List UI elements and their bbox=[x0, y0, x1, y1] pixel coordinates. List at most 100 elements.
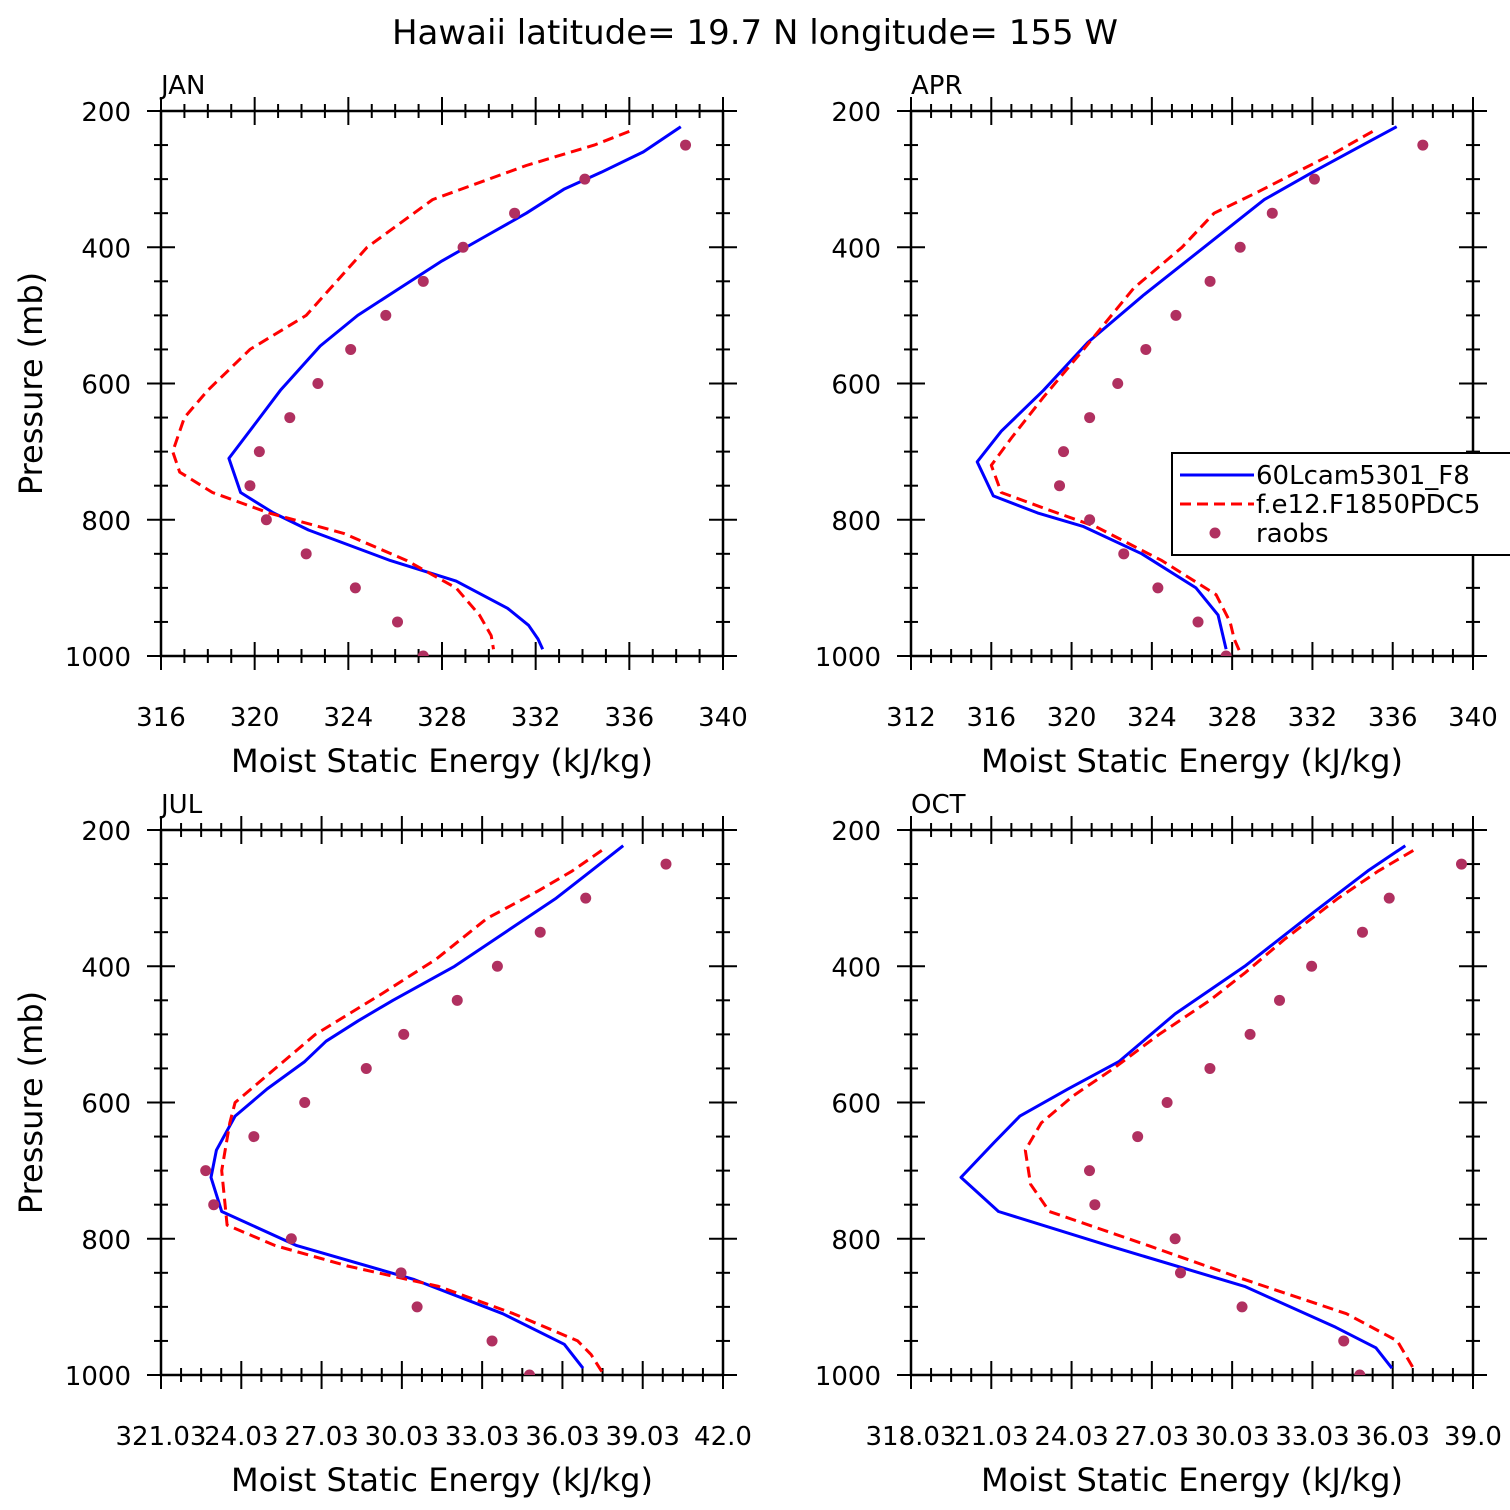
x-tick-label: 39.0 bbox=[1444, 1422, 1502, 1452]
y-tick-label: 200 bbox=[831, 817, 881, 847]
raobs-point bbox=[1204, 275, 1216, 287]
raobs-point bbox=[1220, 650, 1232, 656]
raobs-point bbox=[1089, 1199, 1101, 1211]
y-tick-label: 800 bbox=[81, 1226, 131, 1256]
plot-area bbox=[171, 125, 692, 656]
raobs-point bbox=[248, 1131, 260, 1143]
model1-line bbox=[975, 125, 1398, 650]
raobs-point bbox=[1244, 1028, 1256, 1040]
legend-marker bbox=[1209, 527, 1221, 539]
x-tick-label: 324 bbox=[324, 703, 374, 733]
x-tick-label: 340 bbox=[698, 703, 748, 733]
raobs-point bbox=[1266, 207, 1278, 219]
y-tick-label: 400 bbox=[831, 953, 881, 983]
x-tick-label: 30.03 bbox=[1195, 1422, 1269, 1452]
x-tick-label: 340 bbox=[1448, 703, 1498, 733]
raobs-point bbox=[660, 858, 672, 870]
y-tick-label: 200 bbox=[831, 98, 881, 128]
y-tick-label: 400 bbox=[831, 234, 881, 264]
raobs-point bbox=[1383, 892, 1395, 904]
raobs-point bbox=[1084, 1165, 1096, 1177]
x-tick-label: 318.03 bbox=[866, 1422, 957, 1452]
legend-label: raobs bbox=[1256, 519, 1329, 549]
model1-line bbox=[209, 844, 625, 1370]
raobs-point bbox=[411, 1301, 423, 1313]
plot-area bbox=[975, 125, 1429, 656]
x-tick-label: 30.03 bbox=[365, 1422, 439, 1452]
x-tick-label: 24.03 bbox=[1034, 1422, 1108, 1452]
raobs-point bbox=[1204, 1062, 1216, 1074]
x-axis-label: Moist Static Energy (kJ/kg) bbox=[981, 742, 1403, 780]
x-tick-label: 316 bbox=[966, 703, 1016, 733]
x-tick-label: 320 bbox=[1047, 703, 1097, 733]
y-tick-label: 800 bbox=[831, 507, 881, 537]
y-tick-label: 600 bbox=[831, 1090, 881, 1120]
raobs-point bbox=[1054, 480, 1066, 492]
raobs-point bbox=[1308, 173, 1320, 185]
raobs-point bbox=[345, 343, 357, 355]
raobs-point bbox=[1169, 1233, 1181, 1245]
raobs-point bbox=[1174, 1267, 1186, 1279]
panel-label: OCT bbox=[911, 790, 966, 820]
panel-label: JUL bbox=[159, 790, 203, 820]
raobs-point bbox=[1234, 241, 1246, 253]
raobs-point bbox=[1112, 378, 1124, 389]
raobs-point bbox=[1338, 1335, 1350, 1347]
raobs-point bbox=[417, 650, 429, 656]
raobs-point bbox=[360, 1062, 372, 1074]
panel-label: APR bbox=[911, 71, 963, 101]
model1-line bbox=[227, 125, 682, 650]
x-tick-label: 33.03 bbox=[445, 1422, 519, 1452]
legend-label: f.e12.F1850PDC5 bbox=[1256, 490, 1480, 520]
raobs-point bbox=[509, 207, 521, 219]
raobs-point bbox=[300, 548, 312, 560]
plot-frame bbox=[909, 828, 1475, 1377]
figure-title: Hawaii latitude= 19.7 N longitude= 155 W bbox=[392, 13, 1118, 53]
raobs-point bbox=[1152, 582, 1164, 594]
raobs-point bbox=[1132, 1131, 1144, 1143]
raobs-point bbox=[349, 582, 361, 594]
x-tick-label: 21.03 bbox=[954, 1422, 1028, 1452]
raobs-point bbox=[1084, 412, 1096, 424]
y-tick-label: 200 bbox=[81, 817, 131, 847]
raobs-point bbox=[312, 378, 324, 389]
raobs-point bbox=[244, 480, 256, 492]
raobs-point bbox=[1118, 548, 1130, 560]
plot-frame bbox=[159, 109, 725, 658]
y-tick-label: 400 bbox=[81, 953, 131, 983]
model1-line bbox=[959, 844, 1407, 1370]
raobs-point bbox=[1306, 960, 1318, 972]
raobs-point bbox=[285, 1233, 297, 1245]
x-tick-label: 24.03 bbox=[204, 1422, 278, 1452]
raobs-point bbox=[253, 446, 265, 458]
raobs-point bbox=[299, 1097, 311, 1108]
raobs-point bbox=[395, 1267, 407, 1279]
x-tick-label: 328 bbox=[1207, 703, 1257, 733]
raobs-point bbox=[398, 1028, 410, 1040]
raobs-point bbox=[457, 241, 469, 253]
x-tick-label: 336 bbox=[1368, 703, 1418, 733]
raobs-point bbox=[486, 1335, 498, 1347]
x-tick-label: 324 bbox=[1127, 703, 1177, 733]
x-tick-label: 42.0 bbox=[694, 1422, 752, 1452]
y-tick-label: 1000 bbox=[815, 643, 881, 673]
x-tick-label: 27.03 bbox=[284, 1422, 358, 1452]
y-axis-label: Pressure (mb) bbox=[12, 991, 50, 1214]
y-tick-label: 1000 bbox=[815, 1362, 881, 1392]
x-axis-label: Moist Static Energy (kJ/kg) bbox=[231, 1461, 653, 1499]
plot-area bbox=[959, 844, 1467, 1375]
model2-line bbox=[989, 130, 1374, 654]
x-tick-label: 27.03 bbox=[1115, 1422, 1189, 1452]
x-tick-label: 336 bbox=[605, 703, 655, 733]
x-tick-label: 328 bbox=[417, 703, 467, 733]
x-tick-label: 36.03 bbox=[1355, 1422, 1429, 1452]
raobs-point bbox=[1170, 309, 1182, 321]
plot-frame bbox=[159, 828, 725, 1377]
legend-box bbox=[1171, 452, 1510, 556]
raobs-point bbox=[1455, 858, 1467, 870]
x-tick-label: 320 bbox=[230, 703, 280, 733]
